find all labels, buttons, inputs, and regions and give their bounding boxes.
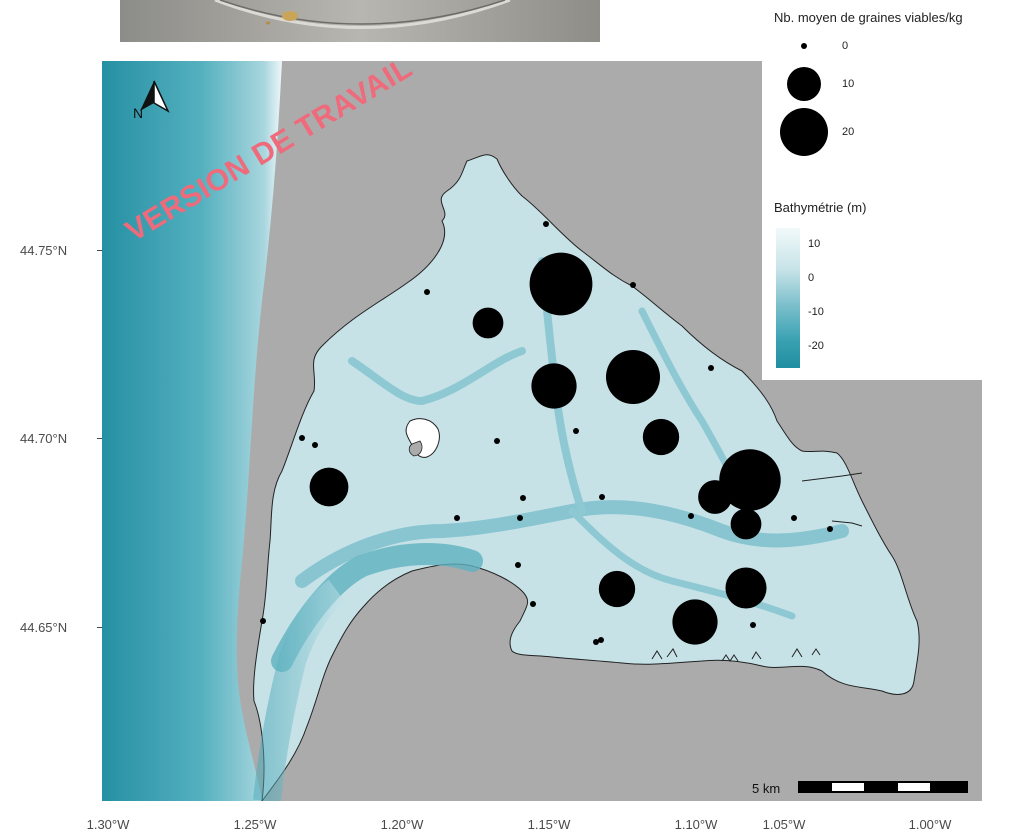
north-arrow-icon bbox=[140, 80, 170, 113]
x-tick-label: 1.25°W bbox=[233, 817, 277, 832]
x-tick-label: 1.10°W bbox=[674, 817, 718, 832]
station-point bbox=[708, 365, 714, 371]
station-point bbox=[598, 637, 604, 643]
y-tick-label: 44.65°N bbox=[20, 620, 68, 635]
harbour-piers bbox=[651, 472, 863, 662]
station-point bbox=[424, 289, 430, 295]
x-tick-label: 1.30°W bbox=[86, 817, 130, 832]
station-point bbox=[719, 449, 781, 511]
station-point bbox=[730, 508, 762, 540]
y-tick bbox=[97, 438, 102, 439]
stations-layer bbox=[260, 221, 833, 645]
y-tick bbox=[97, 250, 102, 251]
bathy-tick: -10 bbox=[808, 306, 824, 318]
station-point bbox=[472, 307, 504, 339]
size-legend-label: 20 bbox=[842, 126, 855, 138]
station-point bbox=[599, 494, 605, 500]
size-legend-dot-0 bbox=[801, 43, 807, 49]
station-point bbox=[688, 513, 694, 519]
y-tick bbox=[97, 627, 102, 628]
station-point bbox=[520, 495, 526, 501]
legend-panel: Nb. moyen de graines viables/kg 0 10 20 … bbox=[762, 0, 1031, 380]
station-point bbox=[454, 515, 460, 521]
scale-bar bbox=[798, 781, 968, 793]
station-point bbox=[312, 442, 318, 448]
petri-dish-photo bbox=[120, 0, 600, 42]
station-point bbox=[642, 418, 680, 456]
station-point bbox=[750, 622, 756, 628]
size-legend-label: 10 bbox=[842, 78, 855, 90]
station-point bbox=[494, 438, 500, 444]
station-point bbox=[530, 601, 536, 607]
size-legend-dot-10 bbox=[787, 67, 821, 101]
station-point bbox=[543, 221, 549, 227]
size-legend-title: Nb. moyen de graines viables/kg bbox=[774, 10, 963, 25]
station-point bbox=[260, 618, 266, 624]
size-legend-label: 0 bbox=[842, 40, 849, 52]
y-tick-label: 44.75°N bbox=[20, 243, 68, 258]
station-point bbox=[531, 363, 577, 409]
basin-water bbox=[253, 154, 920, 803]
station-point bbox=[791, 515, 797, 521]
x-tick-label: 1.20°W bbox=[380, 817, 424, 832]
bathy-tick: -20 bbox=[808, 340, 824, 352]
station-point bbox=[630, 282, 636, 288]
bathy-tick: 0 bbox=[808, 272, 815, 284]
station-point bbox=[725, 567, 767, 609]
station-point bbox=[529, 252, 593, 316]
y-tick-label: 44.70°N bbox=[20, 431, 68, 446]
station-point bbox=[827, 526, 833, 532]
bathy-colorbar bbox=[776, 228, 800, 368]
bathy-tick: 10 bbox=[808, 238, 821, 250]
x-tick-label: 1.05°W bbox=[762, 817, 806, 832]
ocean-area bbox=[102, 61, 282, 801]
north-letter: N bbox=[133, 105, 144, 121]
pass-channel bbox=[253, 579, 346, 803]
station-point bbox=[517, 515, 523, 521]
station-point bbox=[515, 562, 521, 568]
scale-bar-label: 5 km bbox=[752, 781, 781, 796]
station-point bbox=[740, 584, 746, 590]
station-point bbox=[672, 599, 718, 645]
x-tick-label: 1.15°W bbox=[527, 817, 571, 832]
size-legend-dot-20 bbox=[780, 108, 828, 156]
station-point bbox=[573, 428, 579, 434]
station-point bbox=[593, 639, 599, 645]
x-tick-label: 1.00°W bbox=[908, 817, 952, 832]
bathy-legend-title: Bathymétrie (m) bbox=[774, 200, 867, 215]
channel bbox=[348, 347, 526, 406]
station-point bbox=[598, 570, 636, 608]
station-point bbox=[299, 435, 305, 441]
island bbox=[408, 440, 423, 457]
station-point bbox=[605, 349, 661, 405]
station-point bbox=[309, 467, 349, 507]
